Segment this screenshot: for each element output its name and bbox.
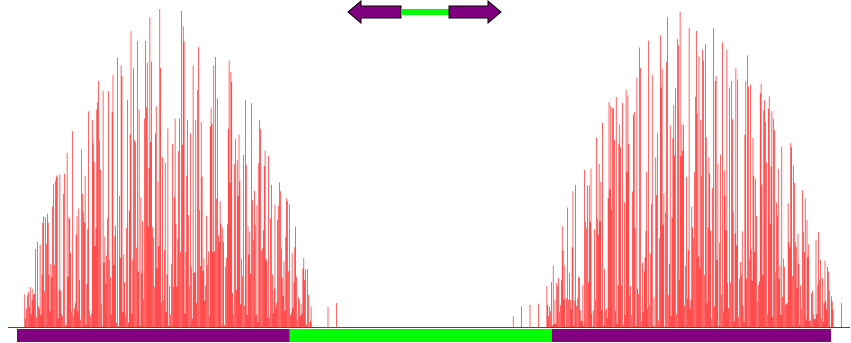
construct-segment-arm-0 [17,329,290,342]
loop-spacer-bar [401,9,449,15]
construct-segment-loop-1 [289,329,552,342]
construct-legend-glyph [347,0,502,25]
construct-segment-arm-2 [551,329,831,342]
construct-bar [17,329,831,342]
left-arm-arrow-icon [347,0,402,25]
right-arm-arrow-icon [448,0,502,25]
read-coverage-histogram [24,9,842,327]
